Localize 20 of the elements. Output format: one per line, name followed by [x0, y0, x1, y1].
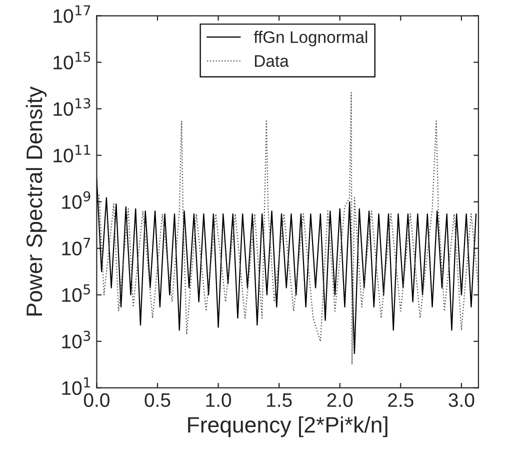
y-tick-label: 10$^{9}$ [62, 191, 90, 209]
line-series [98, 92, 478, 366]
x-tick-label: 2.5 [388, 393, 414, 408]
legend-label: Data [255, 55, 289, 67]
x-tick-label: 0.5 [144, 393, 170, 408]
y-axis-title: Power Spectral Density [26, 86, 47, 316]
x-tick-label: 2.0 [327, 393, 353, 408]
x-tick-label: 3.0 [448, 393, 474, 408]
y-tick-label: 10$^{3}$ [62, 330, 90, 348]
y-tick-label: 10$^{17}$ [54, 5, 90, 23]
y-tick-label: 10$^{5}$ [62, 284, 90, 302]
x-axis-title: Frequency [2*Pi*k/n] [188, 416, 388, 438]
y-tick-label: 10$^{15}$ [54, 52, 90, 70]
x-tick-label: 1.5 [267, 393, 292, 408]
legend-label: ffGn Lognormal [254, 30, 368, 46]
x-tick-label: 0.0 [84, 393, 110, 408]
y-tick-label: 10$^{11}$ [54, 144, 90, 162]
y-tick-label: 10$^{7}$ [62, 238, 90, 256]
y-tick-label: 10$^{13}$ [54, 98, 90, 116]
x-tick-label: 1.0 [206, 393, 232, 408]
